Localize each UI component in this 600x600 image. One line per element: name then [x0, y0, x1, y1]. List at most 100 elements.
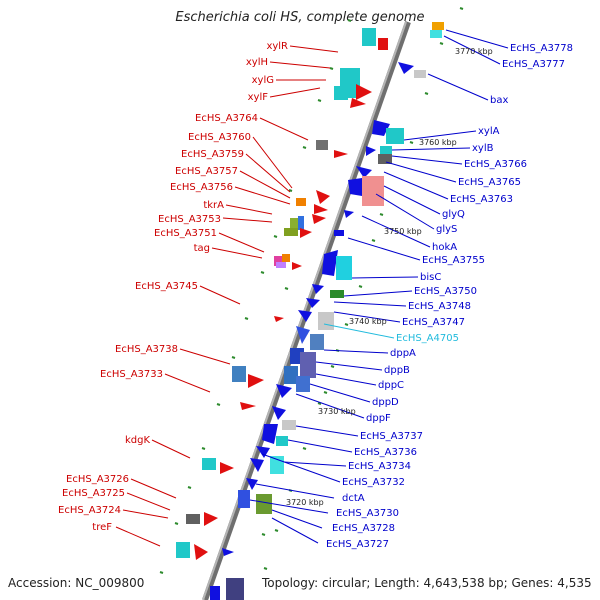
gene-block[interactable] — [344, 210, 354, 218]
gene-block[interactable] — [262, 424, 278, 444]
gene-label[interactable]: EcHS_A3738 — [115, 344, 178, 355]
gene-label[interactable]: EcHS_A4705 — [396, 333, 459, 344]
gene-block[interactable] — [250, 458, 264, 472]
gene-label[interactable]: EcHS_A3765 — [458, 177, 521, 188]
gene-label[interactable]: bisC — [420, 272, 441, 283]
gene-label[interactable]: dppC — [378, 380, 404, 391]
gene-block[interactable] — [232, 366, 246, 382]
gene-label[interactable]: glyQ — [442, 209, 465, 220]
gene-block[interactable] — [300, 228, 312, 238]
gene-label[interactable]: EcHS_A3764 — [195, 113, 258, 124]
gene-label[interactable]: EcHS_A3756 — [170, 182, 233, 193]
gene-block[interactable] — [296, 376, 310, 392]
gene-block[interactable] — [226, 578, 244, 600]
gene-label[interactable]: EcHS_A3736 — [354, 447, 417, 458]
gene-block[interactable] — [274, 256, 282, 266]
gene-label[interactable]: EcHS_A3727 — [326, 539, 389, 550]
gene-label[interactable]: EcHS_A3745 — [135, 281, 198, 292]
gene-label[interactable]: EcHS_A3759 — [181, 149, 244, 160]
gene-block[interactable] — [312, 284, 324, 294]
gene-label[interactable]: dppD — [372, 397, 399, 408]
gene-block[interactable] — [378, 38, 388, 50]
gene-label[interactable]: EcHS_A3747 — [402, 317, 465, 328]
gene-block[interactable] — [336, 256, 352, 280]
gene-label[interactable]: EcHS_A3730 — [336, 508, 399, 519]
gene-label[interactable]: EcHS_A3778 — [510, 43, 573, 54]
gene-label[interactable]: EcHS_A3748 — [408, 301, 471, 312]
gene-label[interactable]: EcHS_A3760 — [188, 132, 251, 143]
gene-label[interactable]: treF — [92, 522, 112, 533]
gene-block[interactable] — [194, 544, 208, 560]
gene-block[interactable] — [362, 176, 384, 206]
gene-block[interactable] — [296, 326, 310, 344]
gene-block[interactable] — [272, 406, 286, 420]
gene-label[interactable]: EcHS_A3755 — [422, 255, 485, 266]
gene-block[interactable] — [300, 352, 316, 378]
gene-block[interactable] — [378, 154, 392, 164]
gene-block[interactable] — [248, 374, 264, 388]
gene-label[interactable]: EcHS_A3757 — [175, 166, 238, 177]
gene-block[interactable] — [282, 254, 290, 262]
gene-label[interactable]: EcHS_A3724 — [58, 505, 121, 516]
gene-block[interactable] — [356, 166, 372, 178]
gene-label[interactable]: dppA — [390, 348, 416, 359]
gene-block[interactable] — [222, 548, 234, 556]
gene-block[interactable] — [316, 140, 328, 150]
gene-label[interactable]: EcHS_A3726 — [66, 474, 129, 485]
gene-block[interactable] — [348, 178, 362, 196]
gene-block[interactable] — [386, 128, 404, 144]
gene-block[interactable] — [204, 512, 218, 526]
gene-block[interactable] — [256, 494, 272, 514]
gene-block[interactable] — [186, 514, 200, 524]
gene-block[interactable] — [322, 250, 338, 276]
gene-block[interactable] — [202, 458, 216, 470]
gene-block[interactable] — [362, 28, 376, 46]
gene-block[interactable] — [334, 230, 344, 236]
gene-label[interactable]: EcHS_A3777 — [502, 59, 565, 70]
gene-block[interactable] — [296, 198, 306, 206]
gene-block[interactable] — [220, 462, 234, 474]
gene-block[interactable] — [312, 214, 326, 224]
gene-label[interactable]: tkrA — [203, 200, 224, 211]
gene-label[interactable]: EcHS_A3737 — [360, 431, 423, 442]
gene-label[interactable]: EcHS_A3750 — [414, 286, 477, 297]
gene-block[interactable] — [298, 216, 304, 230]
gene-label[interactable]: xylF — [248, 92, 269, 103]
gene-block[interactable] — [282, 420, 296, 430]
gene-block[interactable] — [274, 316, 284, 322]
gene-block[interactable] — [292, 262, 302, 270]
gene-label[interactable]: EcHS_A3725 — [62, 488, 125, 499]
gene-block[interactable] — [314, 204, 328, 214]
gene-label[interactable]: tag — [194, 243, 210, 254]
gene-block[interactable] — [298, 310, 312, 322]
gene-label[interactable]: EcHS_A3763 — [450, 194, 513, 205]
gene-block[interactable] — [398, 62, 414, 74]
gene-label[interactable]: xylH — [246, 57, 268, 68]
gene-block[interactable] — [430, 30, 442, 38]
gene-block[interactable] — [306, 298, 320, 308]
gene-block[interactable] — [330, 290, 344, 298]
gene-label[interactable]: EcHS_A3728 — [332, 523, 395, 534]
gene-label[interactable]: xylR — [266, 41, 288, 52]
gene-label[interactable]: EcHS_A3751 — [154, 228, 217, 239]
gene-block[interactable] — [284, 228, 298, 236]
gene-block[interactable] — [176, 542, 190, 558]
gene-block[interactable] — [276, 384, 292, 398]
gene-block[interactable] — [318, 312, 334, 330]
gene-block[interactable] — [316, 190, 330, 204]
gene-label[interactable]: xylB — [472, 143, 494, 154]
gene-label[interactable]: dctA — [342, 493, 365, 504]
gene-block[interactable] — [414, 70, 426, 78]
gene-block[interactable] — [372, 120, 390, 136]
gene-label[interactable]: EcHS_A3753 — [158, 214, 221, 225]
gene-label[interactable]: bax — [490, 95, 508, 106]
gene-label[interactable]: xylG — [252, 75, 274, 86]
gene-block[interactable] — [240, 402, 256, 410]
gene-block[interactable] — [284, 366, 298, 384]
gene-label[interactable]: xylA — [478, 126, 500, 137]
gene-block[interactable] — [276, 262, 286, 268]
gene-block[interactable] — [276, 436, 288, 446]
gene-label[interactable]: glyS — [436, 224, 457, 235]
gene-label[interactable]: kdgK — [125, 435, 150, 446]
gene-block[interactable] — [432, 22, 444, 30]
